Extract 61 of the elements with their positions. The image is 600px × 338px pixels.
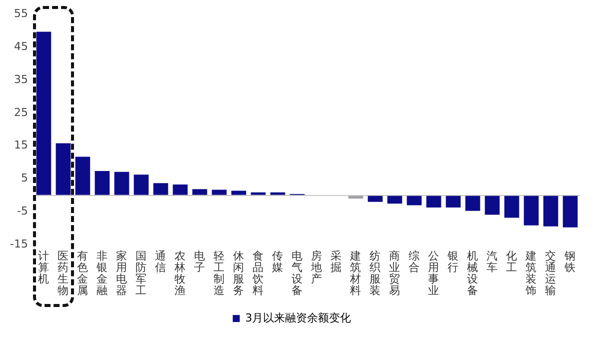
x-tick-label: 银行 [446, 249, 459, 274]
bar [172, 184, 188, 195]
bar [212, 190, 227, 195]
x-tick-label: 传媒 [272, 249, 284, 274]
x-tick-label: 有色金属 [77, 249, 88, 298]
x-tick-label: 综合 [408, 249, 420, 274]
bar [231, 190, 246, 195]
y-tick-label: 25 [14, 106, 28, 119]
y-tick-label: 5 [20, 172, 28, 185]
x-tick-label: 非银金融 [96, 249, 108, 298]
x-tick-label: 机械设备 [467, 249, 478, 298]
bar [484, 196, 500, 215]
x-tick-label: 公用事业 [428, 249, 440, 298]
x-tick-label: 国防军工 [136, 249, 147, 298]
y-tick-label: 35 [14, 72, 28, 86]
x-tick-label: 商业贸易 [389, 249, 400, 298]
y-tick-label: 55 [14, 6, 28, 20]
y-tick-label: 15 [14, 138, 28, 152]
x-tick-label: 通信 [155, 249, 166, 274]
x-tick-label: 农林牧渔 [174, 249, 186, 298]
x-tick-label: 交通运输 [545, 249, 556, 298]
x-tick-label: 家用电器 [116, 249, 128, 298]
bar [94, 170, 110, 195]
x-tick-label: 纺织服装 [370, 249, 381, 298]
x-tick-label: 食品饮料 [252, 249, 264, 298]
x-tick-label: 休闲服务 [233, 249, 244, 298]
x-tick-label: 医药生物 [58, 249, 69, 298]
x-tick-label: 电气设备 [292, 249, 303, 298]
x-tick-label: 化工 [506, 249, 518, 274]
bar [524, 196, 539, 226]
bar [114, 172, 130, 195]
x-tick-label: 建筑装饰 [524, 249, 537, 298]
bar [368, 196, 383, 202]
y-tick-label: 45 [14, 40, 28, 53]
x-tick-label: 电子 [194, 249, 206, 274]
y-tick-label: -15 [10, 238, 28, 251]
bar [56, 143, 71, 195]
x-tick-label: 建筑材料 [349, 249, 362, 298]
bar [446, 196, 461, 208]
x-tick-label: 房地产 [310, 249, 322, 286]
bar [406, 196, 422, 206]
bar [75, 156, 90, 195]
x-tick-label: 汽车 [486, 249, 498, 274]
bar [153, 183, 168, 195]
x-tick-label: 轻工制造 [214, 249, 225, 298]
bar [270, 192, 286, 195]
bar [192, 189, 208, 195]
bar [543, 196, 558, 226]
bar [426, 196, 442, 208]
x-tick-label: 计算机 [38, 249, 50, 286]
bar [36, 32, 52, 195]
bar [504, 196, 520, 218]
x-tick-label: 钢铁 [564, 249, 576, 274]
bar [134, 174, 149, 195]
x-tick-label: 采掘 [330, 249, 342, 274]
legend-label: 3月以来融资余额变化 [245, 311, 352, 324]
bar [465, 196, 480, 211]
bar [562, 196, 578, 228]
bar [250, 192, 266, 195]
y-tick-label: -5 [17, 204, 28, 218]
bar [387, 196, 402, 204]
